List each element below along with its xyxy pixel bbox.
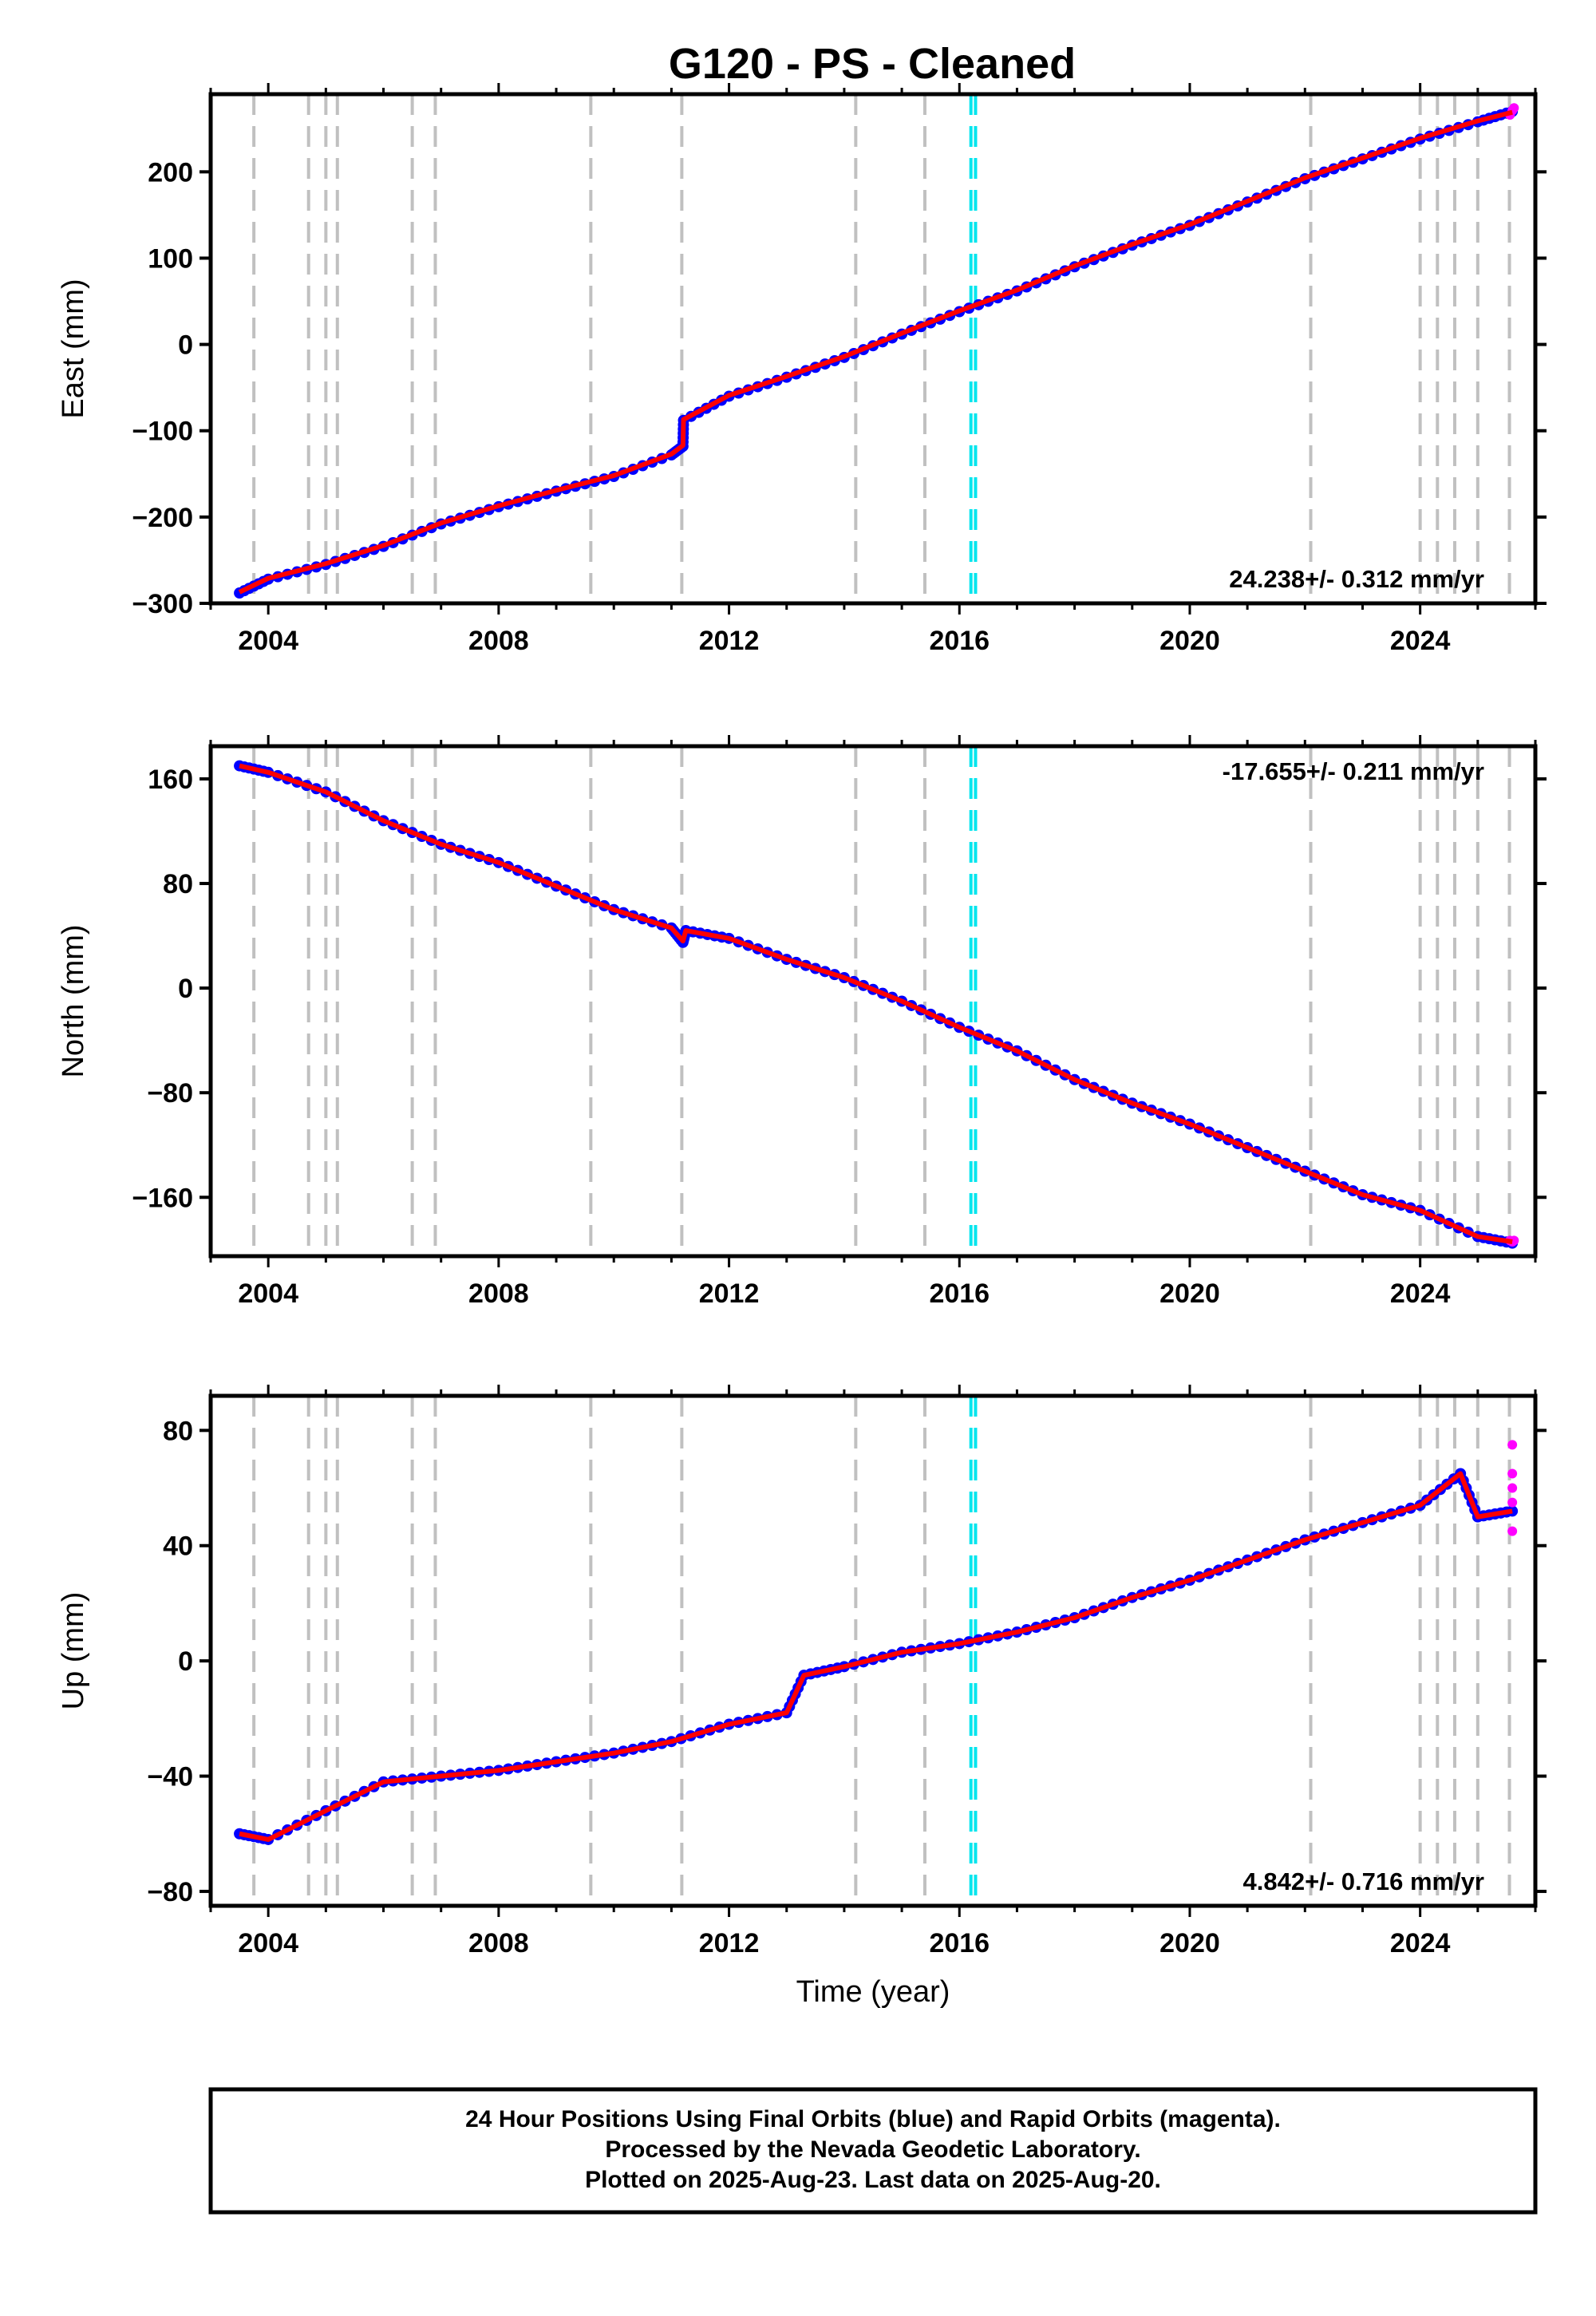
x-tick-label: 2016	[929, 1928, 990, 1958]
y-axis-label: North (mm)	[57, 924, 90, 1077]
footer-line-1: 24 Hour Positions Using Final Orbits (bl…	[465, 2106, 1281, 2132]
y-tick-label: 80	[163, 869, 193, 899]
model-fit-line	[239, 1471, 1513, 1842]
x-axis-label: Time (year)	[796, 1975, 950, 2009]
plot-frame	[208, 1393, 1538, 1908]
y-tick-label: 0	[178, 974, 193, 1004]
y-tick-label: 0	[178, 330, 193, 361]
y-tick-label: −300	[132, 589, 193, 619]
x-tick-label: 2012	[699, 1279, 760, 1309]
y-tick-label: 80	[163, 1416, 193, 1446]
footer-box: 24 Hour Positions Using Final Orbits (bl…	[208, 2087, 1538, 2215]
plot-frame	[208, 92, 1538, 606]
plot-frame	[208, 744, 1538, 1259]
y-axis-label: Up (mm)	[57, 1592, 90, 1710]
x-tick-label: 2024	[1390, 1928, 1451, 1958]
footer-line-2: Processed by the Nevada Geodetic Laborat…	[605, 2136, 1140, 2163]
data-point	[1507, 1483, 1518, 1493]
x-tick-label: 2008	[468, 626, 529, 656]
y-tick-label: −200	[132, 503, 193, 533]
final-orbit-points	[234, 760, 1519, 1249]
x-tick-label: 2020	[1159, 1928, 1220, 1958]
velocity-label: -17.655+/- 0.211 mm/yr	[1223, 757, 1484, 785]
x-tick-label: 2024	[1390, 1279, 1451, 1309]
final-orbit-points	[234, 105, 1519, 599]
velocity-label: 24.238+/- 0.312 mm/yr	[1229, 565, 1484, 593]
y-tick-label: 0	[178, 1646, 193, 1677]
x-tick-label: 2004	[238, 1928, 298, 1958]
y-tick-label: 100	[148, 243, 193, 274]
y-tick-label: 40	[163, 1531, 193, 1562]
y-tick-label: −100	[132, 417, 193, 447]
x-tick-label: 2020	[1159, 626, 1220, 656]
x-tick-label: 2012	[699, 626, 760, 656]
x-tick-label: 2004	[238, 1279, 298, 1309]
y-tick-label: −40	[147, 1762, 193, 1792]
east-panel: −300 −200 −100 0 100 200 2004 2008 2012 2016 2020 2…	[57, 83, 1547, 656]
y-tick-label: 200	[148, 157, 193, 188]
x-tick-label: 2024	[1390, 626, 1451, 656]
model-fit-line	[238, 109, 1513, 595]
y-tick-label: −80	[147, 1877, 193, 1907]
x-tick-label: 2008	[468, 1928, 529, 1958]
rapid-orbit-points	[1507, 1440, 1518, 1536]
model-fit-line	[239, 763, 1513, 1244]
footer-border	[208, 2087, 1538, 2215]
x-tick-label: 2012	[699, 1928, 760, 1958]
x-tick-label: 2016	[929, 626, 990, 656]
y-tick-label: −160	[132, 1183, 193, 1213]
x-tick-label: 2016	[929, 1279, 990, 1309]
north-panel: −160 −80 0 80 160 2004 2008 2012 2016 2020 2024 Nor…	[57, 735, 1547, 1309]
figure-title: G120 - PS - Cleaned	[669, 40, 1076, 88]
x-tick-label: 2004	[238, 626, 298, 656]
data-point	[1507, 1526, 1518, 1536]
y-tick-label: 160	[148, 765, 193, 795]
data-point	[1507, 1440, 1518, 1450]
x-tick-label: 2020	[1159, 1279, 1220, 1309]
x-tick-label: 2008	[468, 1279, 529, 1309]
y-tick-label: −80	[147, 1078, 193, 1109]
data-point	[1507, 1497, 1518, 1508]
data-point	[1507, 1468, 1518, 1479]
up-panel: −80 −40 0 40 80 2004 2008 2012 2016 2020 2024 Up (m…	[57, 1385, 1547, 2009]
velocity-label: 4.842+/- 0.716 mm/yr	[1243, 1867, 1484, 1895]
y-axis-label: East (mm)	[57, 279, 90, 418]
footer-line-3: Plotted on 2025-Aug-23. Last data on 202…	[585, 2167, 1161, 2193]
